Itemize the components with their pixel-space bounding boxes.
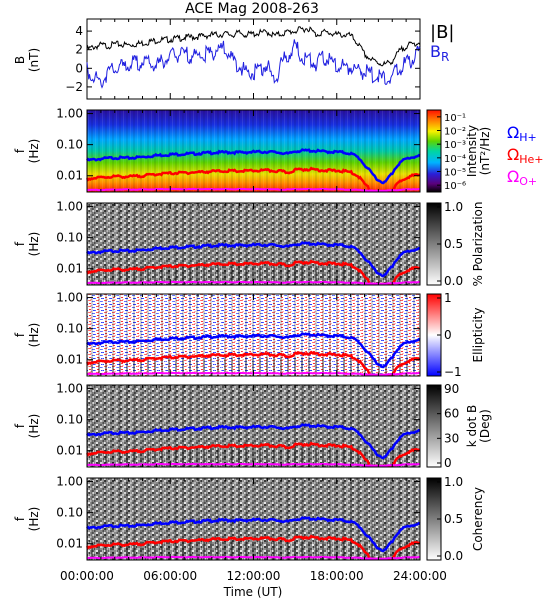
intensity-colorbar-label: (nT²/Hz) [478,127,492,175]
intensity-gyro-line-he [85,166,421,193]
coherency-gyro-line-he [85,534,421,561]
kdotb-ytick-label: 0.01 [56,444,83,458]
intensity-panel: 1.00 0.10 0.01 f (Hz) 10⁻¹ 10⁻² 10⁻³ 10⁻⁴ 10⁻⁵ 10⁻… [13,107,492,193]
ellipticity-panel: 1.00 0.10 0.01 f (Hz) 1 0 −1 Ellipticity [13,291,485,379]
polarization-ytick-label: 0.01 [56,262,83,276]
kdotb-colorbar [426,384,442,468]
coherency-colorbar-tick-label: 0.5 [444,512,463,526]
series-line-total-field [86,26,421,67]
ellipticity-ytick-label: 0.10 [56,322,83,336]
kdotb-gyro-line-h [86,423,421,460]
coherency-colorbar-tick-label: 1.0 [444,475,463,489]
kdotb-colorbar-tick-label: 90 [444,382,459,396]
kdotb-panel: 1.00 0.10 0.01 f (Hz) 90 60 30 0 k dot B (Deg) [13,382,492,470]
coherency-ytick-label: 1.00 [56,475,83,489]
field-ytick-label: 0 [75,61,83,75]
kdotb-colorbar-tick-label: 0 [444,456,452,470]
kdotb-gyro-line-he [85,441,421,468]
kdotb-ylabel: f [13,423,27,428]
coherency-ylabel-units: (Hz) [27,507,41,532]
polarization-ylabel-units: (Hz) [27,232,41,257]
intensity-colorbar-tick-label: 10⁻² [444,127,466,138]
polarization-ytick-label: 1.00 [56,200,83,214]
polarization-gyro-line-h [86,241,421,278]
time-tick-label: 24:00:00 [393,569,447,583]
legend-o-plus: ΩO+ [507,167,537,188]
intensity-ytick-label: 1.00 [56,107,83,121]
time-tick-label: 06:00:00 [143,569,197,583]
field-ytick-label: 2 [75,43,83,57]
x-axis-label: Time (UT) [223,585,283,599]
coherency-panel: 1.00 0.10 0.01 f (Hz) 1.0 0.5 0.0 Coherency [13,475,485,563]
polarization-colorbar-tick-label: 1.0 [444,200,463,214]
kdotb-colorbar-tick-label: 60 [444,407,459,421]
series-line-radial-field [86,39,421,89]
ellipticity-colorbar-tick-label: −1 [444,365,462,379]
intensity-colorbar-tick-label: 10⁻¹ [444,113,466,124]
ellipticity-colorbar-tick-label: 1 [444,291,452,305]
intensity-colorbar-tick-label: 10⁻⁶ [444,181,466,192]
time-axis: 00:00:00 06:00:00 12:00:00 18:00:00 24:00:00 [60,569,447,583]
polarization-colorbar-label: % Polarization [471,202,485,287]
coherency-ytick-label: 0.10 [56,506,83,520]
ellipticity-colorbar-tick-label: 0 [444,328,452,342]
intensity-gyro-line-h [86,148,421,185]
gyro-legend: ΩH+ ΩHe+ ΩO+ [507,123,544,188]
intensity-colorbar-tick-label: 10⁻⁵ [444,168,466,179]
radial-field-legend: BR [430,42,449,64]
ellipticity-ytick-label: 0.01 [56,353,83,367]
kdotb-colorbar-tick-label: 30 [444,431,459,445]
polarization-ylabel: f [13,241,27,246]
ellipticity-ylabel: f [13,332,27,337]
polarization-panel: 1.00 0.10 0.01 f (Hz) 1.0 0.5 0.0 % Polarization [13,200,485,288]
legend-h-plus: ΩH+ [507,123,537,144]
field-ytick-label: −2 [65,80,83,94]
field-ytick-label: 4 [75,24,83,38]
intensity-ylabel: f [13,148,27,153]
polarization-gyro-line-he [85,259,421,286]
ellipticity-gyro-line-he [85,350,421,377]
coherency-colorbar-label: Coherency [471,487,485,551]
intensity-colorbar [426,109,442,193]
ellipticity-gyro-line-h [86,332,421,369]
intensity-ytick-label: 0.10 [56,138,83,152]
coherency-gyro-line-h [86,516,421,553]
coherency-ytick-label: 0.01 [56,537,83,551]
legend-he-plus: ΩHe+ [507,145,544,166]
time-tick-label: 00:00:00 [60,569,114,583]
time-tick-label: 12:00:00 [227,569,281,583]
intensity-colorbar-tick-label: 10⁻⁴ [444,154,466,165]
ellipticity-colorbar-label: Ellipticity [471,308,485,363]
field-ylabel: B [13,56,27,64]
kdotb-colorbar-label: (Deg) [478,409,492,443]
polarization-colorbar-tick-label: 0.0 [444,274,463,288]
field-ylabel-units: (nT) [27,48,41,72]
kdotb-ytick-label: 0.10 [56,413,83,427]
intensity-ytick-label: 0.01 [56,169,83,183]
kdotb-ylabel-units: (Hz) [27,414,41,439]
field-ylabel-main: B [13,56,27,64]
intensity-colorbar-label: Intensity [465,125,479,177]
coherency-ylabel: f [13,516,27,521]
kdotb-colorbar-label: k dot B [465,405,479,447]
intensity-ylabel-units: (Hz) [27,139,41,164]
figure-title: ACE Mag 2008-263 [185,1,319,17]
ellipticity-ylabel-units: (Hz) [27,323,41,348]
intensity-colorbar-tick-label: 10⁻³ [444,140,466,151]
field-panel: 420−2 B (nT) |B| BR [13,18,454,100]
kdotb-ytick-label: 1.00 [56,382,83,396]
radial-field-legend-main: B [430,42,441,61]
time-tick-label: 18:00:00 [310,569,364,583]
total-field-legend: |B| [430,22,454,43]
radial-field-legend-sub: R [441,50,449,64]
coherency-colorbar-tick-label: 0.0 [444,549,463,563]
ellipticity-ytick-label: 1.00 [56,291,83,305]
polarization-ytick-label: 0.10 [56,231,83,245]
polarization-colorbar-tick-label: 0.5 [444,237,463,251]
